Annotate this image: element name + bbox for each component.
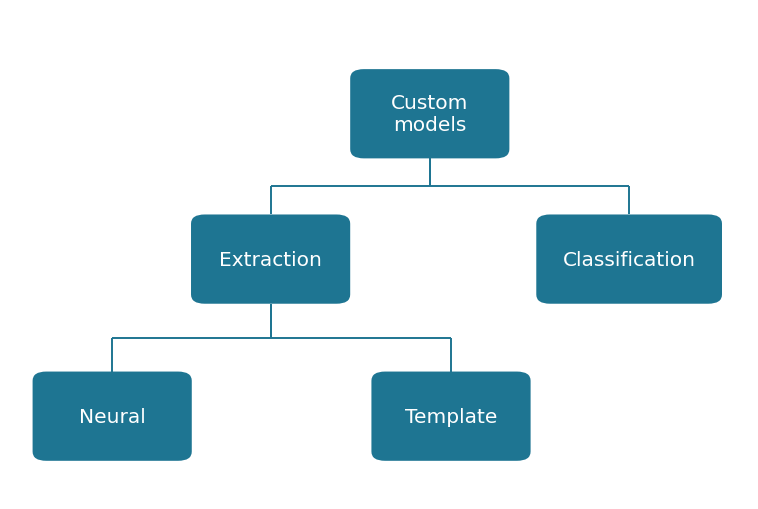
FancyBboxPatch shape: [371, 372, 531, 461]
Text: Classification: Classification: [562, 250, 696, 269]
Text: Extraction: Extraction: [219, 250, 322, 269]
FancyBboxPatch shape: [191, 215, 350, 304]
FancyBboxPatch shape: [536, 215, 722, 304]
Text: Custom
models: Custom models: [391, 94, 468, 135]
Text: Template: Template: [405, 407, 497, 426]
FancyBboxPatch shape: [33, 372, 192, 461]
FancyBboxPatch shape: [350, 70, 509, 159]
Text: Neural: Neural: [79, 407, 146, 426]
